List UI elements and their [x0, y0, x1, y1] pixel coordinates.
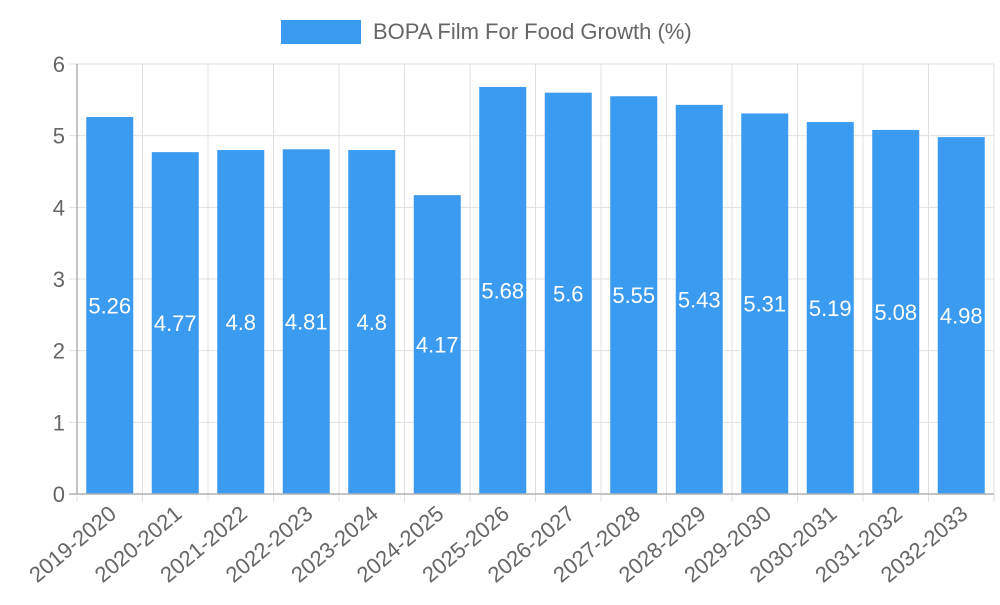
y-tick-label: 2 [53, 339, 65, 364]
bar [806, 122, 854, 495]
bar-value-label: 5.19 [809, 296, 852, 321]
bars [86, 86, 985, 495]
bar-value-label: 4.17 [416, 333, 459, 358]
bar [282, 149, 330, 495]
bar [479, 86, 527, 494]
bar-value-label: 5.43 [678, 287, 721, 312]
bar-value-label: 5.31 [743, 292, 786, 317]
bar [610, 96, 658, 494]
data-labels: 5.26 4.77 4.8 4.81 4.8 4.17 5.68 5.6 5.55 5.43 5.3… [88, 278, 982, 357]
bar-value-label: 4.77 [154, 311, 197, 336]
grid [69, 63, 995, 502]
bar [217, 150, 265, 494]
bar [872, 129, 920, 494]
legend: BOPA Film For Food Growth (%) [281, 19, 692, 44]
bar-value-label: 5.08 [874, 300, 917, 325]
bar [86, 117, 134, 495]
y-tick-label: 0 [53, 482, 65, 507]
bar-value-label: 4.8 [356, 310, 387, 335]
bar [741, 113, 789, 494]
bar-value-label: 5.26 [88, 294, 131, 319]
y-tick-label: 1 [53, 410, 65, 435]
bar-value-label: 5.68 [481, 278, 524, 303]
bar-value-label: 5.55 [612, 283, 655, 308]
legend-swatch [281, 20, 361, 44]
y-tick-label: 5 [53, 124, 65, 149]
bar [937, 137, 985, 494]
legend-label: BOPA Film For Food Growth (%) [373, 19, 692, 44]
bar-value-label: 5.6 [553, 281, 584, 306]
bar [348, 150, 396, 494]
bar-value-label: 4.8 [225, 310, 256, 335]
bar [151, 152, 199, 494]
bar [544, 92, 592, 495]
bar [675, 104, 723, 494]
bar-value-label: 4.81 [285, 310, 328, 335]
y-tick-label: 4 [53, 195, 65, 220]
bar-value-label: 4.98 [940, 304, 983, 329]
y-tick-label: 6 [53, 52, 65, 77]
bar [413, 195, 461, 494]
y-tick-label: 3 [53, 267, 65, 292]
